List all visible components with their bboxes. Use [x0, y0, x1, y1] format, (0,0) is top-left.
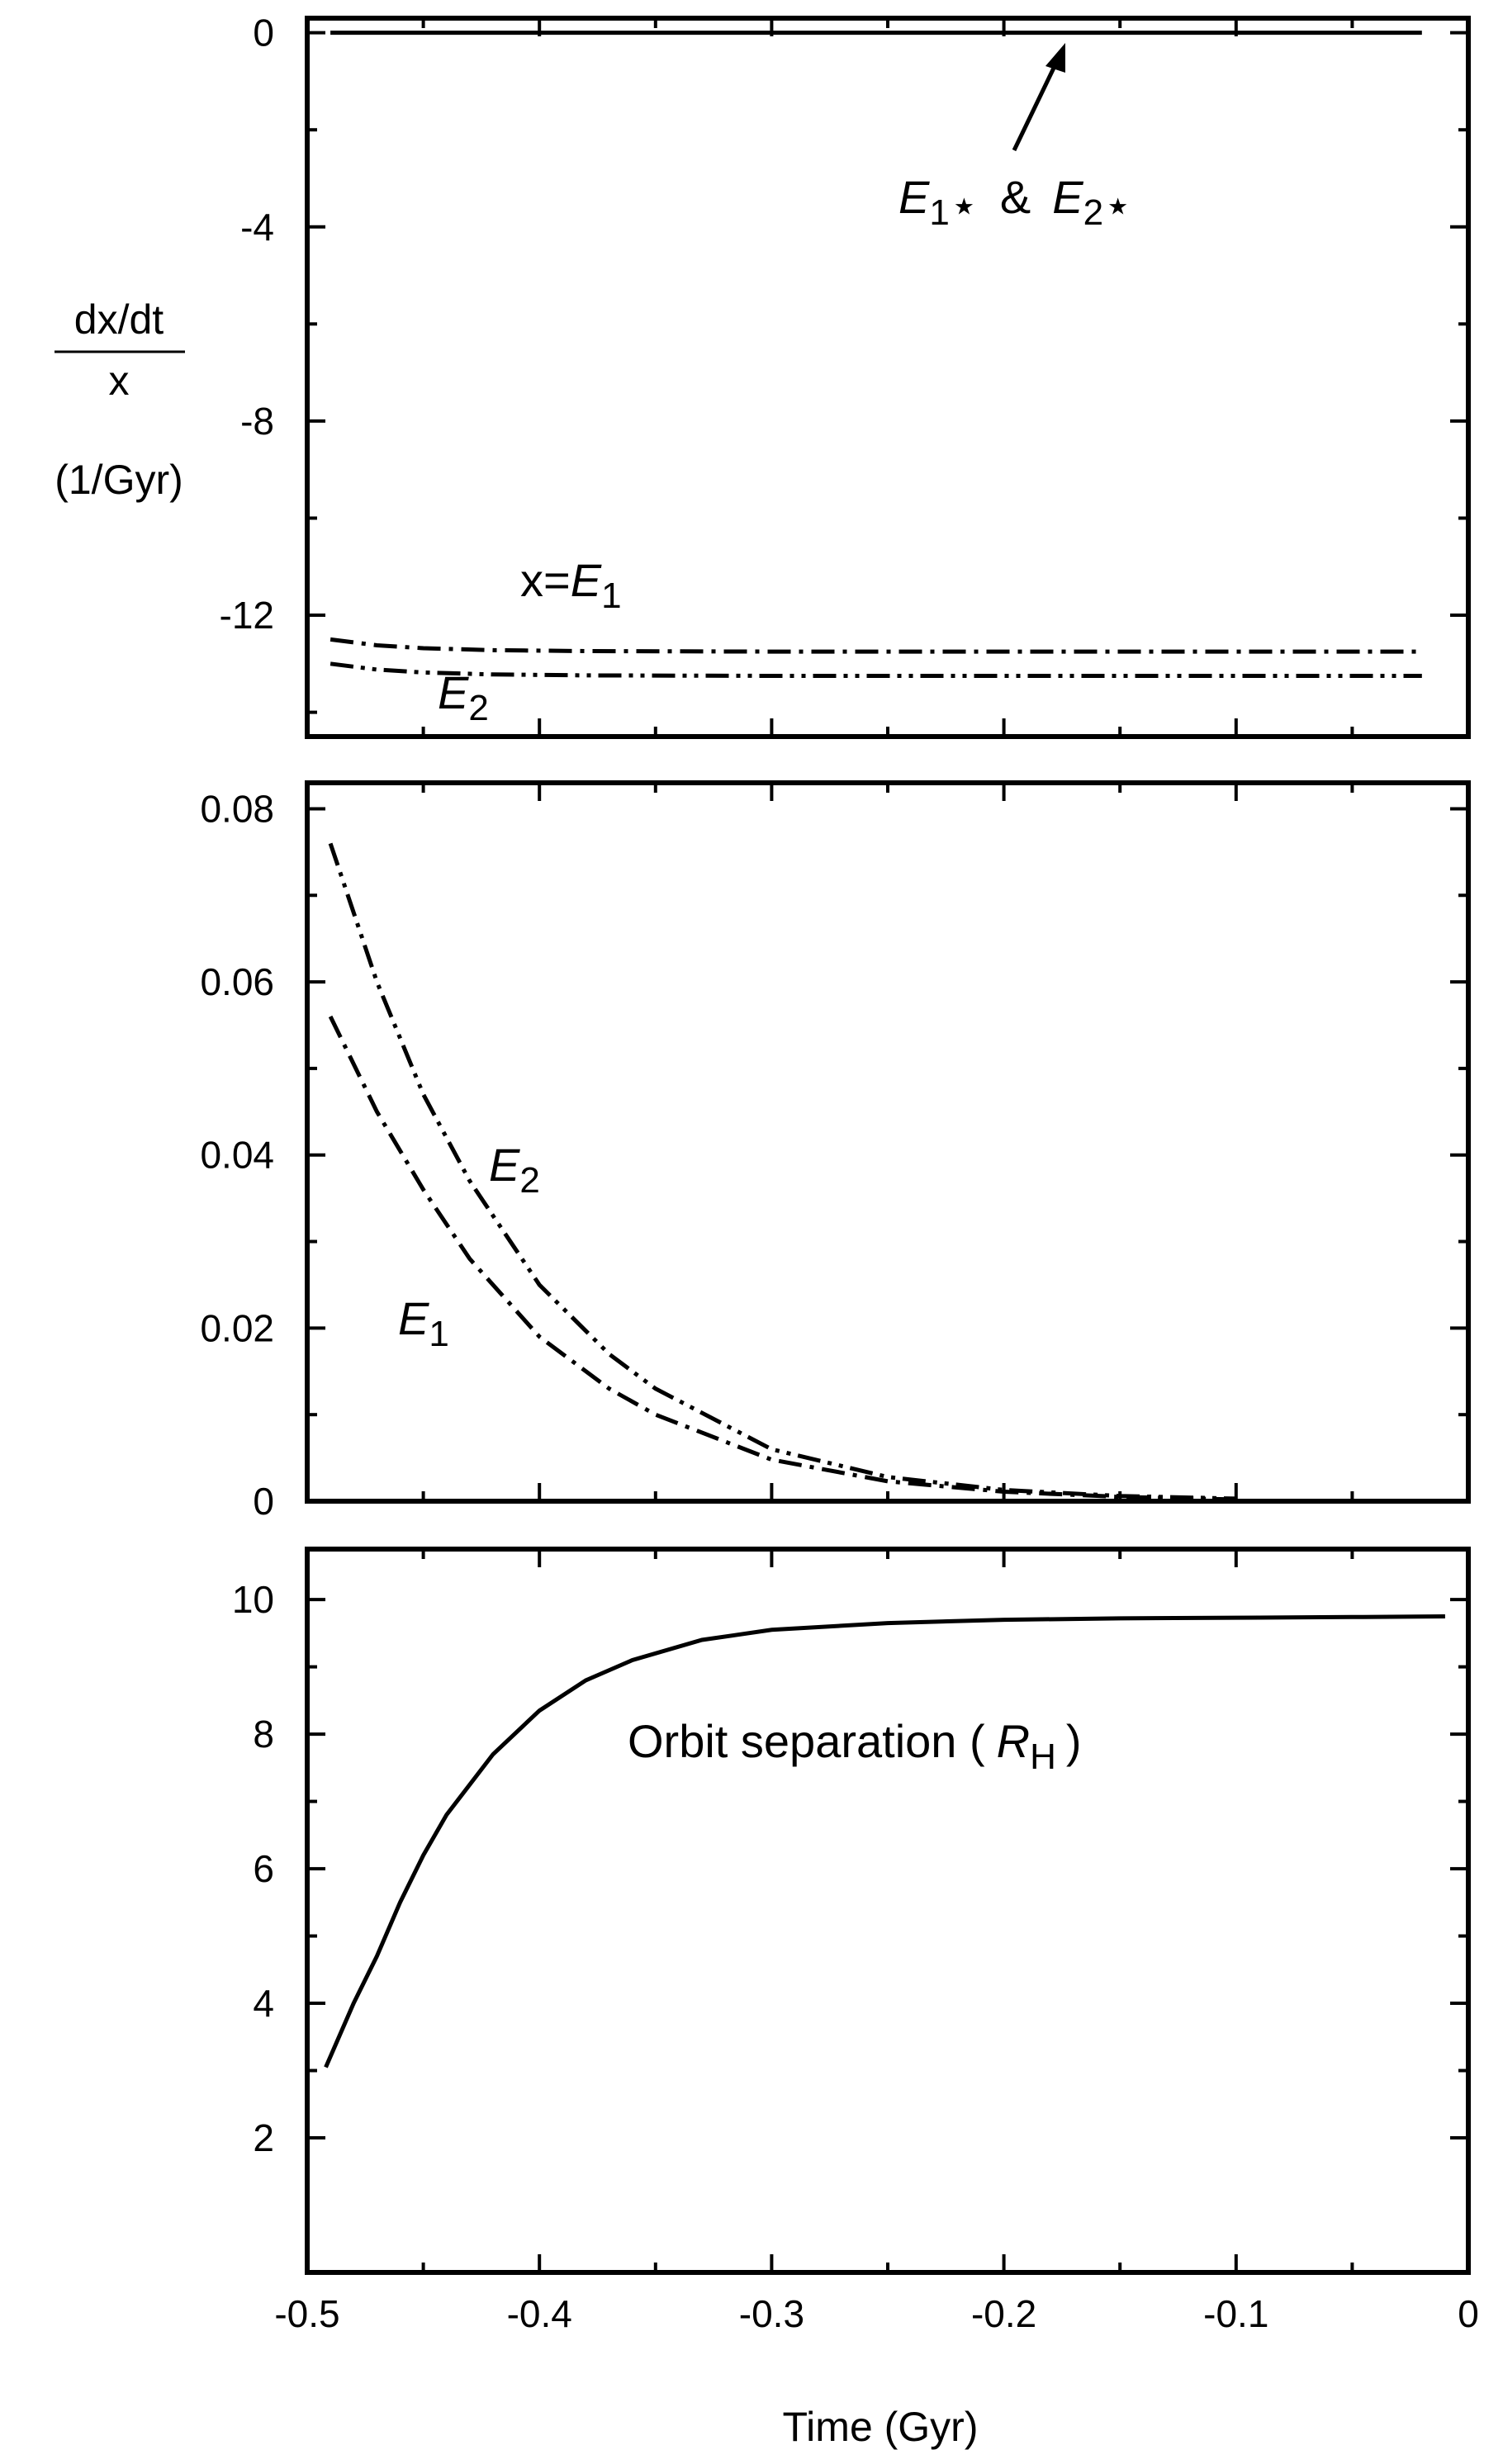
top-curves	[330, 31, 1422, 678]
top-ylabel-numerator: dx/dt	[74, 296, 164, 343]
bottom-yticks: 10 8 6 4 2	[232, 1549, 1470, 2272]
top-arrow-shaft	[1012, 59, 1060, 152]
middle-ytick-label: 0.06	[200, 960, 274, 1003]
middle-ytick-label: 0.08	[200, 787, 274, 830]
panel-middle: 0.08 0.06 0.04 0.02 0 E2 E1	[200, 780, 1471, 1523]
top-arrow-head	[1045, 43, 1065, 73]
top-ytick-label: -12	[220, 594, 274, 637]
middle-ytick-label: 0.04	[200, 1134, 274, 1177]
middle-frame	[305, 780, 1471, 1504]
top-yticks: 0 -4 -8 -12	[220, 12, 1470, 737]
top-ylabel-denominator: x	[109, 358, 130, 404]
top-ytick-label: -8	[240, 400, 274, 443]
top-annot-e1: x=E1	[520, 554, 622, 616]
bottom-xtick-label: -0.2	[971, 2292, 1036, 2335]
middle-curves	[328, 842, 1236, 1502]
bottom-curves	[324, 1614, 1445, 2068]
middle-yticks: 0.08 0.06 0.04 0.02 0	[200, 783, 1470, 1523]
middle-annot-e2: E2	[489, 1139, 540, 1201]
middle-ytick-label: 0.02	[200, 1306, 274, 1349]
top-ytick-label: 0	[253, 12, 274, 54]
bottom-ytick-label: 4	[253, 1982, 274, 2025]
bottom-xtick-label: -0.5	[274, 2292, 339, 2335]
top-ylabel-unit: (1/Gyr)	[55, 457, 183, 503]
bottom-frame	[305, 1547, 1471, 2275]
bottom-ytick-label: 6	[253, 1847, 274, 1890]
top-series-e2	[330, 661, 1422, 678]
bottom-ytick-label: 10	[232, 1578, 274, 1621]
top-ytick-label: -4	[240, 206, 274, 249]
x-axis-label: Time (Gyr)	[783, 2404, 979, 2450]
panel-bottom: 10 8 6 4 2 -0.5 -0.4 -0.3 -0.2 -0.1 0 Orbit separ…	[232, 1547, 1479, 2450]
top-annot-stars: E1⋆ & E2⋆	[898, 171, 1132, 233]
middle-ytick-label: 0	[253, 1480, 274, 1523]
bottom-xtick-label: -0.3	[739, 2292, 804, 2335]
top-series-x-e1	[330, 637, 1422, 654]
bottom-annot-orbit: Orbit separation (RH)	[628, 1715, 1082, 1777]
bottom-xticks: -0.5 -0.4 -0.3 -0.2 -0.1 0	[274, 2292, 1478, 2335]
bottom-ytick-label: 2	[253, 2116, 274, 2159]
panel-top: 0 -4 -8 -12 dx/dt x (1/Gyr) E1⋆ & E2⋆ x=E1 E2	[55, 12, 1471, 739]
middle-series-e2	[328, 842, 1236, 1501]
bottom-xtick-label: 0	[1458, 2292, 1479, 2335]
bottom-series-orbit-separation	[324, 1614, 1445, 2068]
middle-series-e1	[328, 1015, 1236, 1502]
middle-annot-e1: E1	[398, 1292, 449, 1354]
bottom-xtick-label: -0.1	[1203, 2292, 1268, 2335]
top-annot-e2: E2	[438, 666, 489, 728]
bottom-xtick-label: -0.4	[507, 2292, 572, 2335]
top-frame	[305, 16, 1471, 739]
bottom-ytick-label: 8	[253, 1713, 274, 1756]
